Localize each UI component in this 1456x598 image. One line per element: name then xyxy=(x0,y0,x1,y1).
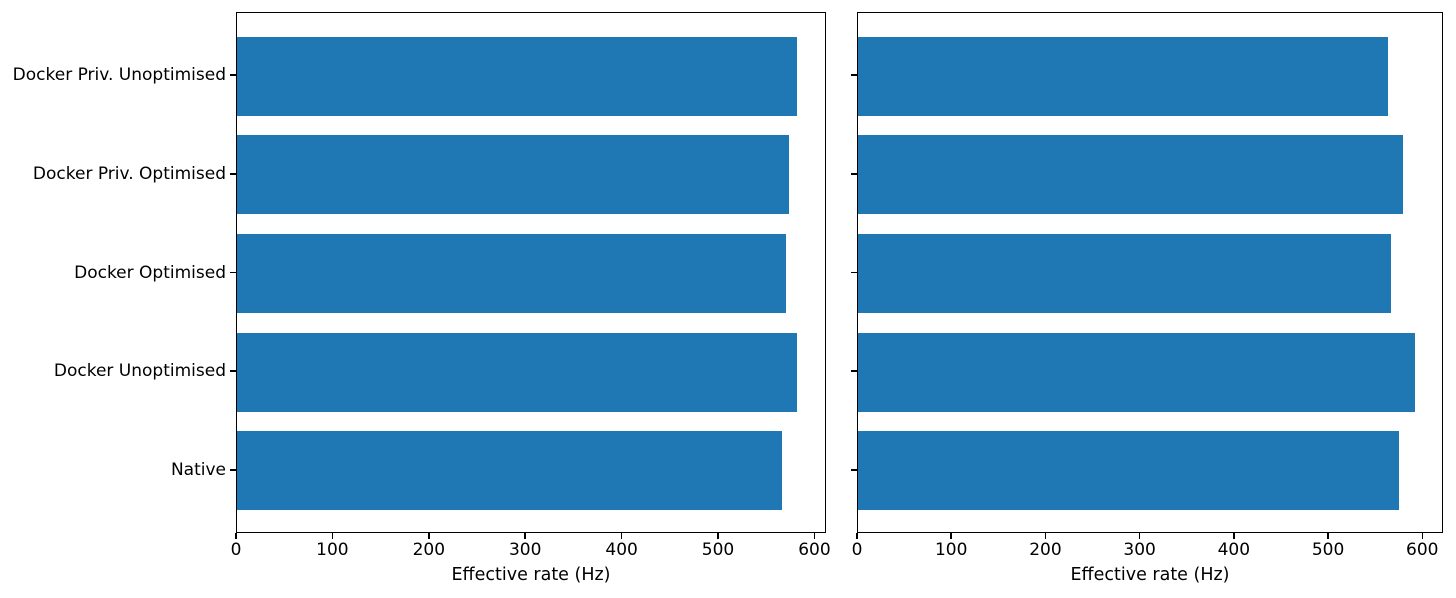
x-tick-label: 200 xyxy=(1029,540,1062,560)
x-tick-label: 0 xyxy=(230,540,242,560)
plot-area xyxy=(857,12,1443,533)
y-tick-label: Docker Optimised xyxy=(74,262,226,283)
bar xyxy=(858,234,1392,313)
x-tick-label: 100 xyxy=(316,540,349,560)
bar xyxy=(237,332,798,412)
y-tick-mark xyxy=(851,173,857,175)
x-tick-mark xyxy=(950,533,952,539)
y-tick-label: Docker Unoptimised xyxy=(53,361,226,382)
y-tick-label: Docker Priv. Unoptimised xyxy=(12,65,226,86)
y-tick-mark xyxy=(230,271,236,274)
bar xyxy=(237,36,798,116)
x-tick-mark xyxy=(235,533,237,539)
x-tick-mark xyxy=(813,533,816,539)
y-tick-mark xyxy=(230,173,236,175)
y-tick-mark xyxy=(851,370,857,372)
x-tick-label: 100 xyxy=(934,540,968,560)
x-tick-label: 500 xyxy=(1311,540,1345,560)
y-tick-mark xyxy=(851,74,857,76)
bar xyxy=(858,135,1403,215)
x-tick-mark xyxy=(1044,533,1047,539)
x-tick-label: 400 xyxy=(605,540,638,560)
x-tick-label: 600 xyxy=(1406,540,1439,560)
bar xyxy=(237,234,786,313)
x-tick-label: 400 xyxy=(1217,540,1251,560)
x-tick-mark xyxy=(856,533,858,539)
x-tick-label: 200 xyxy=(412,540,446,560)
y-tick-mark xyxy=(230,370,236,372)
x-tick-mark xyxy=(524,533,526,539)
y-tick-mark xyxy=(230,469,236,471)
x-axis-label: Effective rate (Hz) xyxy=(1070,565,1230,585)
x-axis-label: Effective rate (Hz) xyxy=(451,565,611,585)
x-tick-label: 300 xyxy=(1123,540,1156,560)
x-tick-mark xyxy=(620,533,623,539)
x-tick-mark xyxy=(1138,533,1141,539)
y-tick-label: Native xyxy=(170,459,226,480)
bar xyxy=(237,431,782,511)
y-tick-mark xyxy=(230,74,236,76)
x-tick-mark xyxy=(1233,533,1235,539)
bar xyxy=(237,135,790,215)
bar xyxy=(858,332,1415,412)
y-tick-mark xyxy=(851,271,857,274)
x-tick-label: 600 xyxy=(798,540,831,560)
plot-area xyxy=(236,12,826,533)
x-tick-label: 300 xyxy=(508,540,542,560)
x-tick-mark xyxy=(1327,533,1329,539)
x-tick-mark xyxy=(1421,533,1424,539)
y-tick-label: Docker Priv. Optimised xyxy=(32,163,226,184)
x-tick-label: 0 xyxy=(851,540,863,560)
x-tick-mark xyxy=(331,533,334,539)
x-tick-label: 500 xyxy=(701,540,735,560)
bar xyxy=(858,431,1399,511)
x-tick-mark xyxy=(428,533,430,539)
bar xyxy=(858,36,1389,116)
y-tick-mark xyxy=(851,469,857,471)
x-tick-mark xyxy=(717,533,719,539)
